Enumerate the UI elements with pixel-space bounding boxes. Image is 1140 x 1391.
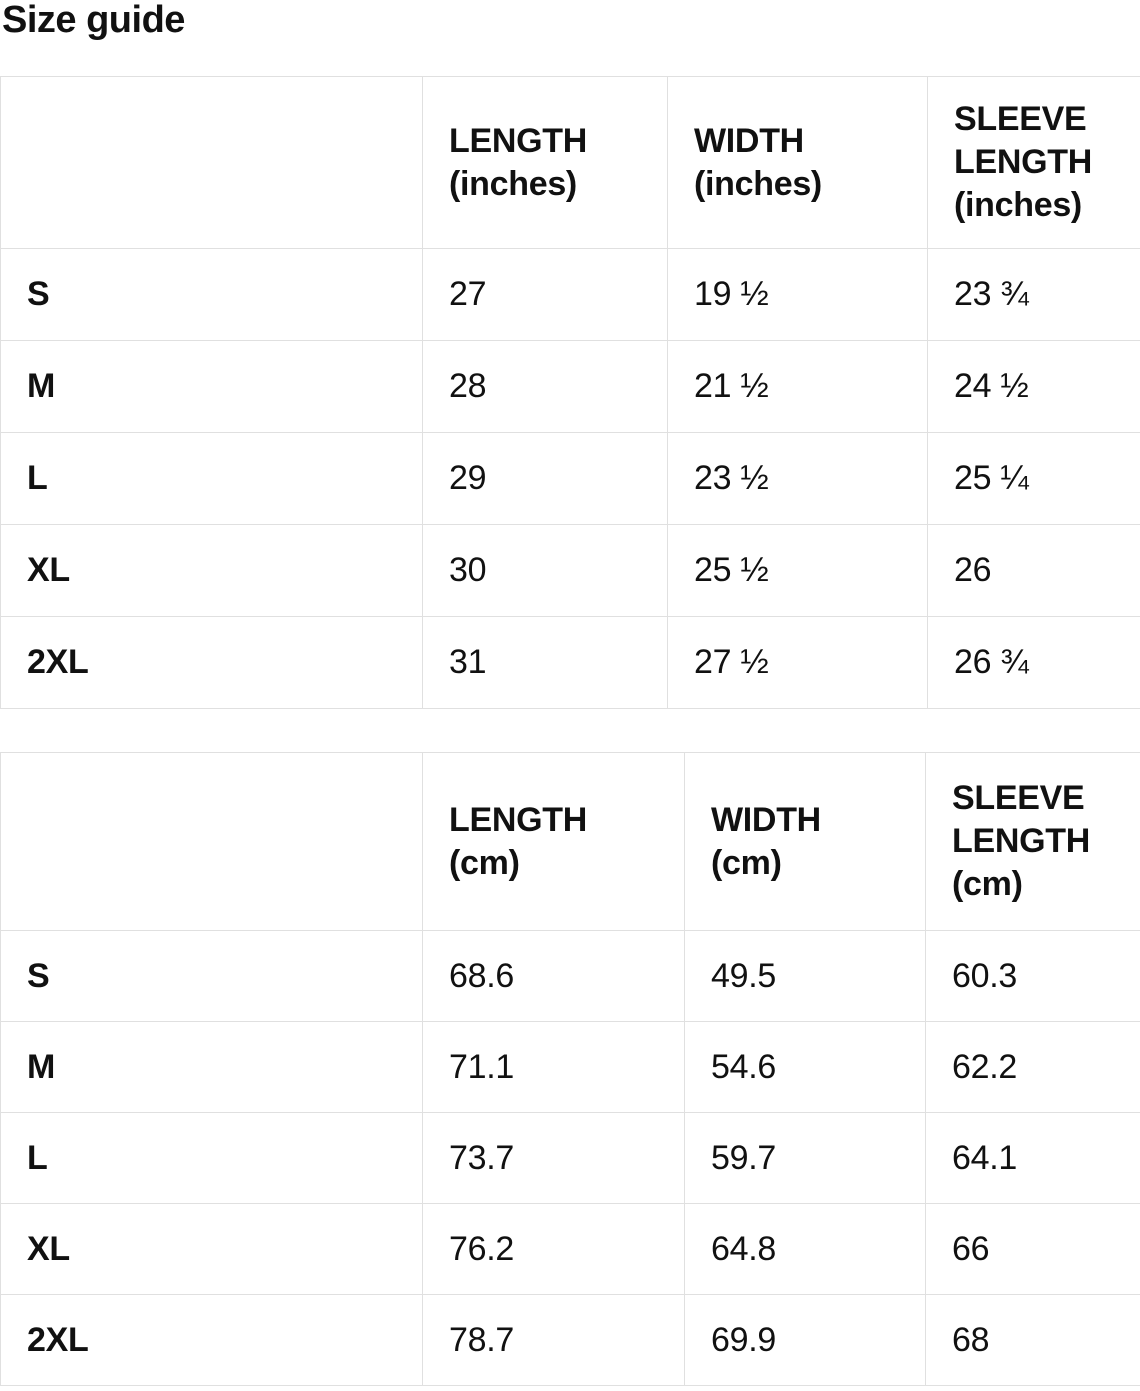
cell-value: 24 ½ <box>927 340 1140 433</box>
cell-value: 49.5 <box>684 930 926 1022</box>
cell-value: 76.2 <box>422 1203 685 1295</box>
cell-value: 68.6 <box>422 930 685 1022</box>
table-row: S 68.6 49.5 60.3 <box>0 930 1140 1022</box>
size-table-cm: LENGTH (cm) WIDTH (cm) SLEEVE LENGTH (cm… <box>0 752 1140 1386</box>
cell-value: 25 ¼ <box>927 432 1140 525</box>
cell-value: 30 <box>422 524 668 617</box>
size-label: XL <box>0 1203 423 1295</box>
cell-value: 64.1 <box>925 1112 1140 1204</box>
page-title: Size guide <box>2 0 185 41</box>
table-row: 2XL 78.7 69.9 68 <box>0 1294 1140 1386</box>
size-label: L <box>0 432 423 525</box>
cell-value: 68 <box>925 1294 1140 1386</box>
table-row: XL 30 25 ½ 26 <box>0 524 1140 617</box>
cell-value: 29 <box>422 432 668 525</box>
cell-value: 59.7 <box>684 1112 926 1204</box>
column-header-blank <box>0 752 423 931</box>
cell-value: 27 ½ <box>667 616 928 709</box>
size-table-inches: LENGTH (inches) WIDTH (inches) SLEEVE LE… <box>0 76 1140 709</box>
cell-value: 26 ¾ <box>927 616 1140 709</box>
table-row: XL 76.2 64.8 66 <box>0 1203 1140 1295</box>
size-label: M <box>0 340 423 433</box>
column-header-length: LENGTH (inches) <box>422 76 668 249</box>
cell-value: 23 ¾ <box>927 248 1140 341</box>
column-header-length: LENGTH (cm) <box>422 752 685 931</box>
cell-value: 54.6 <box>684 1021 926 1113</box>
column-header-blank <box>0 76 423 249</box>
cell-value: 26 <box>927 524 1140 617</box>
size-label: S <box>0 248 423 341</box>
size-label: L <box>0 1112 423 1204</box>
table-row: S 27 19 ½ 23 ¾ <box>0 248 1140 341</box>
size-label: 2XL <box>0 616 423 709</box>
cell-value: 31 <box>422 616 668 709</box>
cell-value: 78.7 <box>422 1294 685 1386</box>
cell-value: 19 ½ <box>667 248 928 341</box>
column-header-sleeve-length: SLEEVE LENGTH (inches) <box>927 76 1140 249</box>
column-header-sleeve-length: SLEEVE LENGTH (cm) <box>925 752 1140 931</box>
cell-value: 71.1 <box>422 1021 685 1113</box>
cell-value: 69.9 <box>684 1294 926 1386</box>
cell-value: 73.7 <box>422 1112 685 1204</box>
table-row: M 71.1 54.6 62.2 <box>0 1021 1140 1113</box>
column-header-width: WIDTH (inches) <box>667 76 928 249</box>
header-row: LENGTH (cm) WIDTH (cm) SLEEVE LENGTH (cm… <box>0 752 1140 931</box>
size-label: M <box>0 1021 423 1113</box>
cell-value: 62.2 <box>925 1021 1140 1113</box>
table-row: M 28 21 ½ 24 ½ <box>0 340 1140 433</box>
column-header-width: WIDTH (cm) <box>684 752 926 931</box>
size-label: XL <box>0 524 423 617</box>
table-row: L 73.7 59.7 64.1 <box>0 1112 1140 1204</box>
size-label: S <box>0 930 423 1022</box>
cell-value: 21 ½ <box>667 340 928 433</box>
table-row: 2XL 31 27 ½ 26 ¾ <box>0 616 1140 709</box>
cell-value: 25 ½ <box>667 524 928 617</box>
header-row: LENGTH (inches) WIDTH (inches) SLEEVE LE… <box>0 76 1140 249</box>
cell-value: 64.8 <box>684 1203 926 1295</box>
cell-value: 27 <box>422 248 668 341</box>
cell-value: 66 <box>925 1203 1140 1295</box>
cell-value: 23 ½ <box>667 432 928 525</box>
cell-value: 60.3 <box>925 930 1140 1022</box>
cell-value: 28 <box>422 340 668 433</box>
table-row: L 29 23 ½ 25 ¼ <box>0 432 1140 525</box>
size-label: 2XL <box>0 1294 423 1386</box>
